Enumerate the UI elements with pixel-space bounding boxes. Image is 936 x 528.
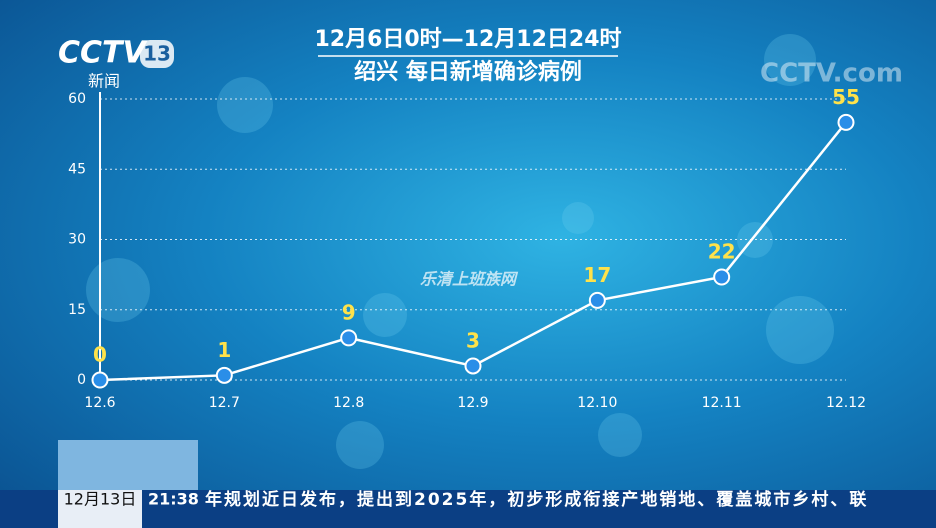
watermark-text: 乐清上班族网	[420, 270, 519, 289]
logo-channel: CCTV	[58, 36, 148, 71]
x-tick-label: 12.10	[577, 395, 617, 411]
value-label: 55	[832, 85, 860, 109]
chart-title: 12月6日0时—12月12日24时	[314, 27, 621, 52]
point	[588, 291, 606, 309]
x-tick-label: 12.9	[457, 395, 488, 411]
logo-badge	[140, 40, 174, 68]
point	[215, 366, 233, 384]
y-tick-label: 15	[68, 302, 86, 318]
x-tick-label: 12.6	[84, 395, 115, 411]
logo-name: 新闻	[88, 72, 120, 91]
thumbnail	[58, 440, 198, 490]
value-label: 17	[583, 263, 611, 287]
y-tick-label: 45	[68, 161, 86, 177]
ticker-text: 年规划近日发布，提出到2025年，初步形成衔接产地销地、覆盖城市乡村、联	[205, 489, 868, 510]
ticker-date-box	[58, 490, 142, 528]
value-label: 1	[217, 338, 231, 362]
x-tick-label: 12.8	[333, 395, 364, 411]
point	[837, 113, 855, 131]
ticker-time: 21:38	[148, 490, 199, 509]
x-tick-label: 12.12	[826, 395, 866, 411]
ticker: 12月13日 21:38 年规划近日发布，提出到2025年，初步形成衔接产地销地…	[0, 440, 936, 528]
value-label: 9	[342, 300, 356, 324]
point	[91, 371, 109, 389]
ticker-date: 12月13日	[64, 490, 137, 509]
value-label: 3	[466, 328, 480, 352]
y-tick-label: 60	[68, 91, 86, 107]
chart-subtitle: 绍兴 每日新增确诊病例	[354, 59, 582, 85]
point	[713, 268, 731, 286]
logo-number: 13	[143, 42, 171, 66]
y-tick-label: 0	[77, 372, 86, 388]
value-label: 22	[708, 239, 736, 263]
point	[464, 357, 482, 375]
y-tick-label: 30	[68, 232, 86, 248]
logo: CCTV 13 新闻	[58, 36, 174, 91]
point	[340, 329, 358, 347]
value-label: 0	[93, 343, 107, 367]
watermark-site: CCTV.com	[760, 59, 903, 89]
ticker-bar	[0, 490, 936, 528]
x-tick-label: 12.7	[209, 395, 240, 411]
x-tick-label: 12.11	[702, 395, 742, 411]
